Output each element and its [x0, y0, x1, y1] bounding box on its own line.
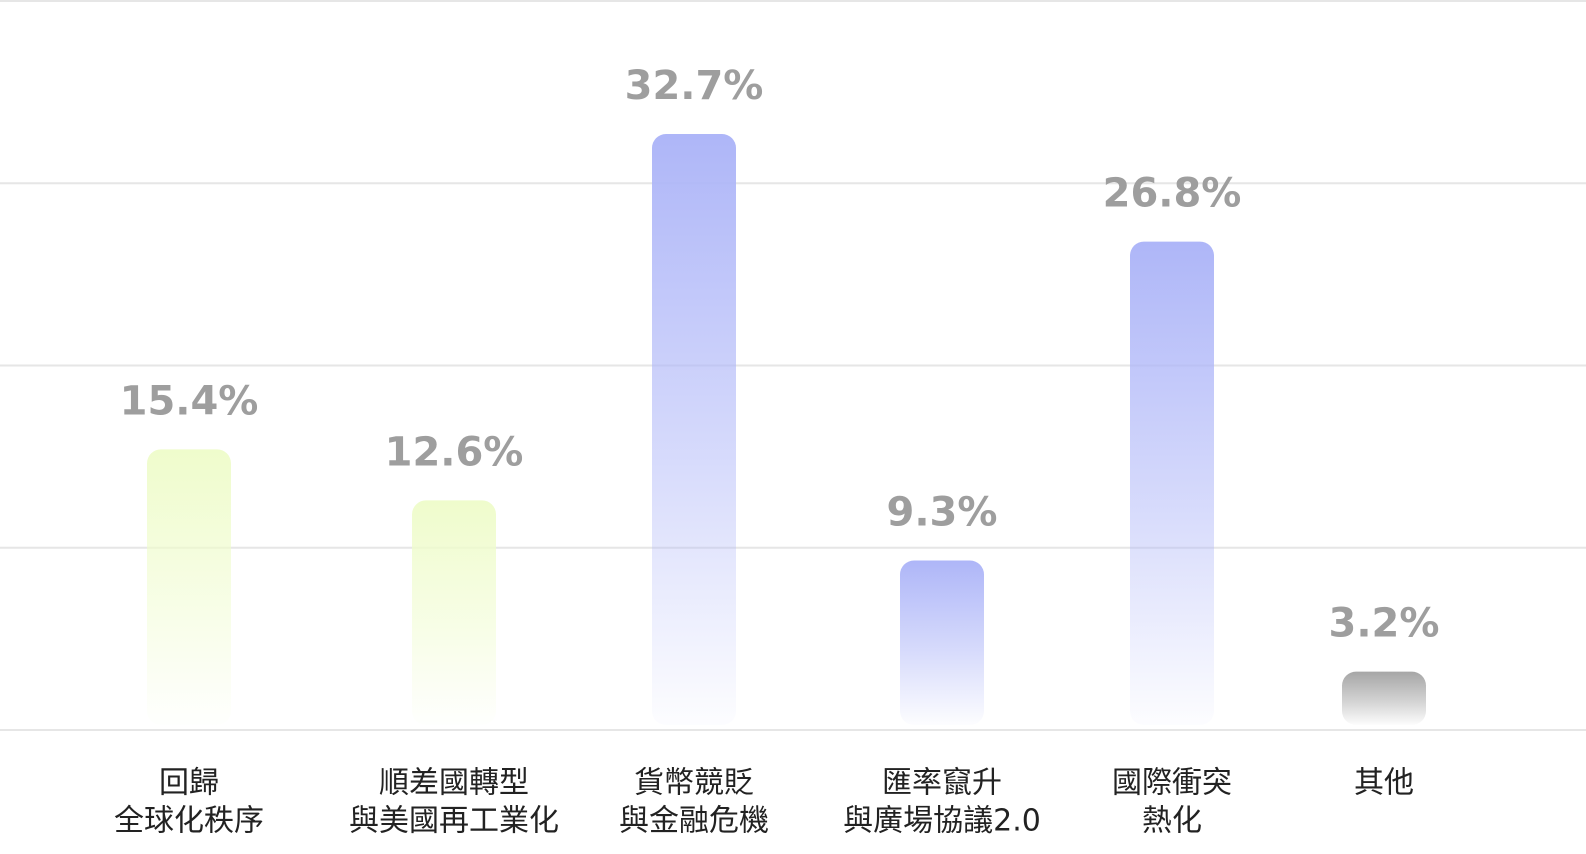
bar [412, 500, 496, 725]
bar [652, 134, 736, 726]
bar [1342, 671, 1426, 725]
value-label: 32.7% [625, 63, 764, 109]
value-label: 12.6% [385, 429, 524, 475]
x-tick-label: 國際衝突 [1112, 766, 1232, 801]
x-tick-label: 與金融危機 [619, 804, 769, 839]
value-label: 9.3% [887, 490, 998, 536]
bar [147, 449, 231, 725]
x-tick-label: 與廣場協議2.0 [843, 804, 1041, 839]
x-tick-label: 匯率竄升 [882, 766, 1002, 801]
x-tick-label: 貨幣競貶 [634, 766, 754, 801]
x-tick-label: 熱化 [1142, 804, 1202, 839]
x-tick-label: 順差國轉型 [379, 766, 529, 801]
x-tick-label: 回歸 [159, 766, 219, 801]
bar [900, 560, 984, 725]
x-tick-label: 全球化秩序 [114, 804, 264, 839]
value-label: 3.2% [1329, 601, 1440, 647]
x-tick-label: 與美國再工業化 [349, 804, 559, 839]
bar [1130, 241, 1214, 725]
value-label: 26.8% [1103, 171, 1242, 217]
value-label: 15.4% [120, 378, 259, 424]
x-tick-label: 其他 [1354, 766, 1414, 801]
